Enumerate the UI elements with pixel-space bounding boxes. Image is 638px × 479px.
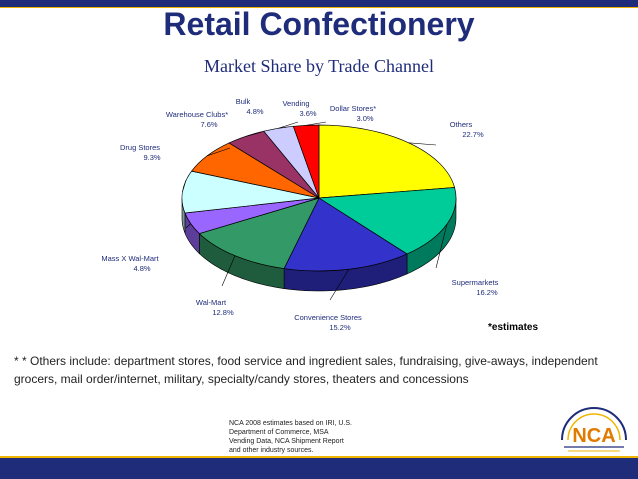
pie-slice-value: 4.8%	[246, 107, 263, 116]
footer-accent-line	[0, 456, 638, 458]
pie-leader-line	[408, 142, 437, 146]
pie-slice-value: 12.8%	[212, 308, 234, 317]
pie-slice-label: Warehouse Clubs*	[166, 110, 228, 119]
pie-slice-value: 22.7%	[462, 130, 484, 139]
pie-slice-value: 4.8%	[133, 264, 150, 273]
footer-bar	[0, 458, 638, 479]
pie-leader-lines	[182, 121, 448, 301]
pie-slice-value: 15.2%	[329, 323, 351, 332]
source-line: Department of Commerce, MSA	[229, 429, 329, 436]
pie-slice-value: 16.2%	[476, 288, 498, 297]
pie-leader-line	[329, 269, 350, 301]
pie-slice	[181, 170, 320, 214]
page-title: Retail Confectionery	[163, 6, 475, 42]
pie-leader-line	[185, 223, 191, 229]
source-line: Vending Data, NCA Shipment Report	[229, 438, 344, 445]
pie-slice-label: Drug Stores	[120, 143, 160, 152]
pie-slice-value: 7.6%	[200, 120, 217, 129]
pie-slice-label: Vending	[282, 99, 309, 108]
source-note: NCA 2008 estimates based on IRI, U.S. De…	[229, 419, 379, 455]
pie-slice	[318, 124, 456, 199]
pie-slice-label: Supermarkets	[452, 278, 499, 287]
pie-slice-label: Mass X Wal-Mart	[101, 254, 159, 263]
header-bar	[0, 0, 638, 7]
pie-slice	[198, 197, 320, 269]
source-line: and other industry sources.	[229, 447, 314, 454]
pie-slices	[181, 124, 457, 272]
pie-slice-label: Dollar Stores*	[330, 104, 376, 113]
pie-leader-line	[306, 121, 327, 126]
chart-subtitle: Market Share by Trade Channel	[204, 56, 434, 76]
pie-slice-value: 3.6%	[299, 109, 316, 118]
pie-slice-label: Wal-Mart	[196, 298, 227, 307]
header-accent-line	[0, 7, 638, 8]
pie-leader-line	[245, 131, 263, 137]
others-footnote: * * Others include: department stores, f…	[14, 354, 598, 386]
pie-slice-value: 9.3%	[143, 153, 160, 162]
pie-slice-label: Bulk	[236, 97, 251, 106]
nca-logo: NCA	[561, 407, 627, 452]
estimates-note: *estimates	[488, 322, 539, 333]
pie-slice-label: Others	[450, 120, 473, 129]
pie-leader-line	[435, 223, 448, 269]
pie-leader-line	[182, 179, 187, 192]
pie-leader-line	[207, 147, 231, 157]
pie-slice-label: Convenience Stores	[294, 313, 362, 322]
pie-slice-value: 3.0%	[356, 114, 373, 123]
source-line: NCA 2008 estimates based on IRI, U.S.	[229, 420, 352, 427]
svg-text:NCA: NCA	[572, 425, 615, 447]
pie-leader-line	[221, 255, 236, 287]
pie-leader-line	[278, 121, 299, 129]
pie-sides	[181, 197, 457, 292]
